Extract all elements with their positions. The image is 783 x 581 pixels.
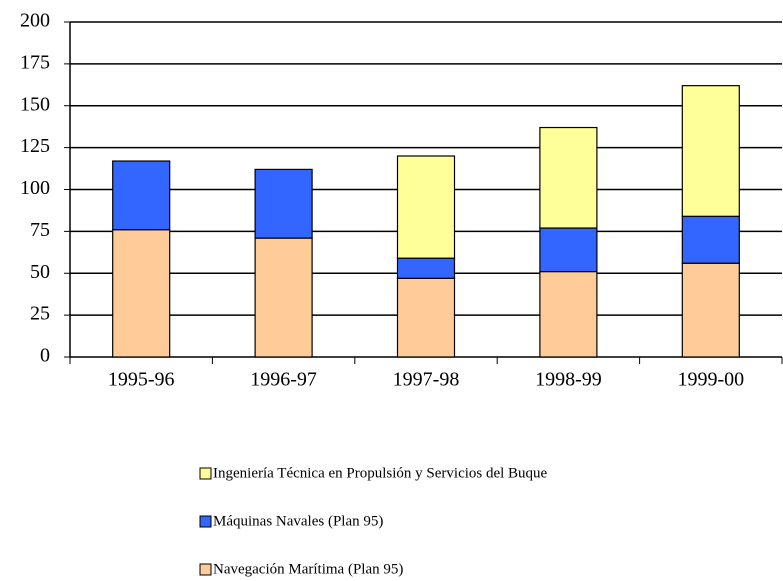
- bar-segment: [112, 160, 171, 231]
- x-tick-label: 1997-98: [393, 369, 460, 391]
- x-tick-label: 1999-00: [677, 369, 744, 391]
- y-tick-label: 175: [20, 51, 50, 73]
- legend-swatch: [199, 515, 212, 528]
- legend-swatch: [199, 467, 212, 480]
- y-tick-label: 50: [30, 261, 50, 283]
- x-tick-label: 1995-96: [108, 369, 175, 391]
- y-tick-label: 0: [40, 345, 50, 367]
- legend-label: Máquinas Navales (Plan 95): [213, 513, 383, 529]
- y-tick-label: 200: [20, 10, 50, 32]
- bar-segment: [396, 277, 456, 358]
- y-tick-label: 100: [20, 177, 50, 199]
- x-tick-label: 1998-99: [535, 369, 602, 391]
- y-tick-label: 125: [20, 135, 50, 157]
- legend-label: Ingeniería Técnica en Propulsión y Servi…: [213, 465, 548, 481]
- bar-segment: [254, 168, 313, 239]
- x-tick-label: 1996-97: [250, 369, 317, 391]
- y-tick-label: 75: [30, 219, 50, 241]
- legend-swatch: [199, 563, 212, 576]
- bar-segment: [539, 270, 598, 358]
- bar-segment: [396, 257, 456, 279]
- bar-segment: [539, 126, 598, 229]
- bar-segment: [396, 155, 456, 259]
- y-tick-label: 150: [20, 93, 50, 115]
- bar-segment: [112, 229, 171, 358]
- bar-segment: [681, 85, 740, 217]
- bar-segment: [681, 215, 740, 264]
- bar-segment: [681, 262, 740, 358]
- bar-segment: [539, 227, 598, 273]
- bar-segment: [254, 237, 313, 358]
- legend-label: Navegación Marítima (Plan 95): [213, 561, 403, 577]
- y-tick-label: 25: [30, 303, 50, 325]
